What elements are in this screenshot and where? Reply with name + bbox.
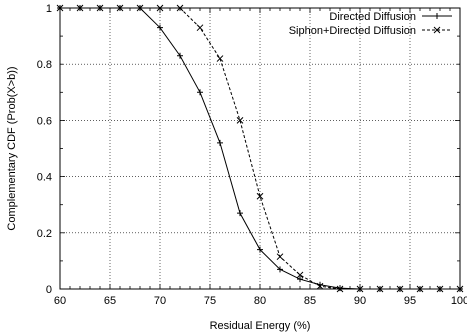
data-point xyxy=(237,210,243,217)
y-tick-label: 1 xyxy=(46,3,52,15)
x-tick-label: 75 xyxy=(204,295,216,307)
x-tick-label: 80 xyxy=(254,295,266,307)
series-1 xyxy=(57,5,463,292)
legend-item: Siphon+Directed Diffusion xyxy=(289,25,452,37)
data-point xyxy=(196,24,204,32)
x-tick-label: 70 xyxy=(154,295,166,307)
legend-label: Directed Diffusion xyxy=(329,11,416,23)
x-tick-label: 65 xyxy=(104,295,116,307)
data-point xyxy=(116,4,124,12)
data-point xyxy=(416,285,424,293)
x-tick-label: 90 xyxy=(354,295,366,307)
grid xyxy=(60,8,460,289)
y-tick-label: 0.8 xyxy=(37,59,52,71)
data-point xyxy=(297,276,303,283)
series-line xyxy=(60,7,460,290)
data-point xyxy=(256,192,264,200)
data-point xyxy=(277,266,283,273)
data-point xyxy=(337,285,343,292)
data-point xyxy=(56,4,64,12)
data-point xyxy=(176,4,184,12)
legend: Directed Diffusion Siphon+Directed Diffus… xyxy=(289,11,452,37)
data-point xyxy=(177,52,183,59)
data-point xyxy=(316,282,324,290)
x-tick-label: 85 xyxy=(304,295,316,307)
data-point xyxy=(217,139,223,146)
data-point xyxy=(456,285,464,293)
y-tick-label: 0.2 xyxy=(37,228,52,240)
y-tick-label: 0.4 xyxy=(37,172,52,184)
data-point xyxy=(296,271,304,279)
data-point xyxy=(276,253,284,261)
legend-label: Siphon+Directed Diffusion xyxy=(289,25,416,37)
data-point xyxy=(436,285,444,293)
data-point xyxy=(156,4,164,12)
legend-marker xyxy=(433,26,441,34)
x-tick-label: 60 xyxy=(54,295,66,307)
x-axis-label: Residual Energy (%) xyxy=(210,320,311,332)
data-point xyxy=(376,285,384,293)
data-point xyxy=(136,4,144,12)
data-point xyxy=(336,285,344,293)
y-tick-label: 0.6 xyxy=(37,115,52,127)
data-point xyxy=(257,246,263,253)
data-point xyxy=(356,285,364,293)
data-point xyxy=(236,117,244,124)
series xyxy=(56,4,464,293)
legend-item: Directed Diffusion xyxy=(329,11,452,23)
data-point xyxy=(197,89,203,96)
tick-labels: 60 65 70 75 80 85 90 95 100 0 0.2 0.4 0.6 0.8 1 xyxy=(37,3,467,307)
data-point xyxy=(396,285,404,293)
legend-marker xyxy=(434,13,440,19)
data-point xyxy=(76,4,84,12)
data-point xyxy=(157,24,163,31)
y-axis-label: Complementary CDF (Prob(X>b)) xyxy=(6,66,18,230)
y-tick-label: 0 xyxy=(46,284,52,296)
series-2 xyxy=(56,4,464,293)
x-tick-label: 100 xyxy=(451,295,467,307)
data-point xyxy=(216,55,224,62)
x-tick-label: 95 xyxy=(404,295,416,307)
data-point xyxy=(96,4,104,12)
